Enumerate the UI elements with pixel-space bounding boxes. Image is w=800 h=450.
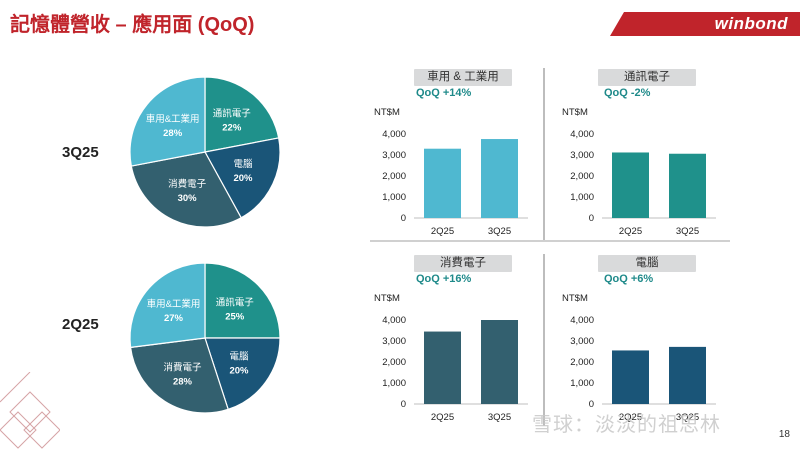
divider-vertical-top [543,68,545,240]
y-tick-label: 4,000 [382,315,406,326]
pie-slice-label: 電腦 [229,351,249,363]
page-number: 18 [778,429,790,440]
bar-chart: NT$M 0 1,000 2,000 3,000 4,000 2Q25 3Q25 [374,293,528,423]
pie-slice-computer [204,337,281,411]
x-tick-label: 2Q25 [619,226,642,237]
y-axis-label: NT$M [562,293,588,304]
pie-slice-computer [204,137,281,219]
pie-slice-label: 通訊電子 [213,108,252,120]
period-label-2q25: 2Q25 [62,316,99,333]
x-tick-label: 3Q25 [488,226,511,237]
brand-banner-shape [610,12,800,36]
pie-slice-label: 電腦 [233,158,253,170]
panel-growth: QoQ +16% [416,273,472,285]
bar-3q25 [481,139,518,218]
panel-growth: QoQ +14% [416,87,472,99]
pie-slice-label: 通訊電子 [216,296,255,308]
y-tick-label: 1,000 [570,192,594,203]
panel-title: 車用 & 工業用 [414,69,512,86]
bar-2q25 [424,331,461,404]
x-tick-label: 2Q25 [431,412,454,423]
bar-3q25 [669,346,706,404]
panel-title: 電腦 [598,255,696,272]
y-axis-label: NT$M [374,293,400,304]
x-tick-label: 2Q25 [431,226,454,237]
bar-panel-communication: 通訊電子 QoQ -2% NT$M 0 1,000 2,000 3,000 4,000 2Q… [558,68,728,240]
bar-panel-auto-industrial: 車用 & 工業用 QoQ +14% NT$M 0 1,000 2,000 3,000 4,… [370,68,540,240]
y-tick-label: 3,000 [570,336,594,347]
pie-slice-percent: 20% [233,173,253,184]
pie-chart-2q25: 通訊電子 25% 電腦 20% 消費電子 28% 車用&工業用 27% [129,262,281,414]
y-axis-label: NT$M [562,107,588,118]
decorative-pattern [0,372,60,449]
divider-horizontal [370,240,730,242]
pie-slice-communication [204,76,280,153]
bar-2q25 [612,152,649,218]
x-tick-label: 3Q25 [676,412,699,423]
y-tick-label: 4,000 [570,315,594,326]
pie-slice-percent: 30% [178,193,198,204]
y-tick-label: 3,000 [382,336,406,347]
y-tick-label: 4,000 [382,129,406,140]
bar-chart: NT$M 0 1,000 2,000 3,000 4,000 2Q25 3Q25 [374,107,528,237]
bar-chart: NT$M 0 1,000 2,000 3,000 4,000 2Q25 3Q25 [562,107,716,237]
bar-3q25 [669,153,706,218]
bar-panel-consumer: 消費電子 QoQ +16% NT$M 0 1,000 2,000 3,000 4,000 2… [370,254,540,426]
y-axis-label: NT$M [374,107,400,118]
y-tick-label: 0 [589,399,594,410]
y-tick-label: 2,000 [570,171,594,182]
y-tick-label: 0 [589,213,594,224]
divider-vertical-bottom [543,254,545,426]
page-title: 記憶體營收 – 應用面 (QoQ) [10,14,255,36]
bar-2q25 [612,350,649,404]
panel-growth: QoQ +6% [604,273,654,285]
pie-slice-auto-industrial [129,76,206,167]
brand-logo: winbond [610,12,800,36]
y-tick-label: 0 [401,399,406,410]
pie-slice-percent: 20% [229,366,249,377]
y-tick-label: 2,000 [382,357,406,368]
pie-slice-consumer [129,337,229,414]
pie-slice-percent: 22% [222,123,242,134]
y-tick-label: 0 [401,213,406,224]
y-tick-label: 1,000 [382,192,406,203]
pie-slice-communication [204,262,281,339]
pie-slice-percent: 27% [164,313,184,324]
x-tick-label: 2Q25 [619,412,642,423]
y-tick-label: 3,000 [570,150,594,161]
pie-slice-label: 消費電子 [168,178,207,190]
bar-chart: NT$M 0 1,000 2,000 3,000 4,000 2Q25 3Q25 [562,293,716,423]
bar-panel-computer: 電腦 QoQ +6% NT$M 0 1,000 2,000 3,000 4,000 2Q25… [558,254,728,426]
pie-slice-label: 消費電子 [163,361,202,373]
bar-2q25 [424,148,461,218]
pie-slice-percent: 28% [163,128,183,139]
pie-chart-3q25: 通訊電子 22% 電腦 20% 消費電子 30% 車用&工業用 28% [129,76,281,228]
pie-slice-percent: 28% [173,376,193,387]
period-label-3q25: 3Q25 [62,144,99,161]
y-tick-label: 1,000 [570,378,594,389]
panel-growth: QoQ -2% [604,87,651,99]
y-tick-label: 1,000 [382,378,406,389]
pie-slice-auto-industrial [129,262,206,349]
y-tick-label: 2,000 [382,171,406,182]
watermark: 雪球：淡淡的祖思林 [532,412,721,436]
pie-slice-label: 車用&工業用 [146,113,200,125]
panel-title: 消費電子 [414,255,512,272]
bar-3q25 [481,320,518,404]
x-tick-label: 3Q25 [676,226,699,237]
panel-title: 通訊電子 [598,69,696,86]
brand-name: winbond [714,14,788,33]
pie-slice-percent: 25% [225,311,245,322]
y-tick-label: 4,000 [570,129,594,140]
pie-slice-label: 車用&工業用 [147,298,201,310]
y-tick-label: 2,000 [570,357,594,368]
pie-slice-consumer [130,151,242,228]
y-tick-label: 3,000 [382,150,406,161]
x-tick-label: 3Q25 [488,412,511,423]
